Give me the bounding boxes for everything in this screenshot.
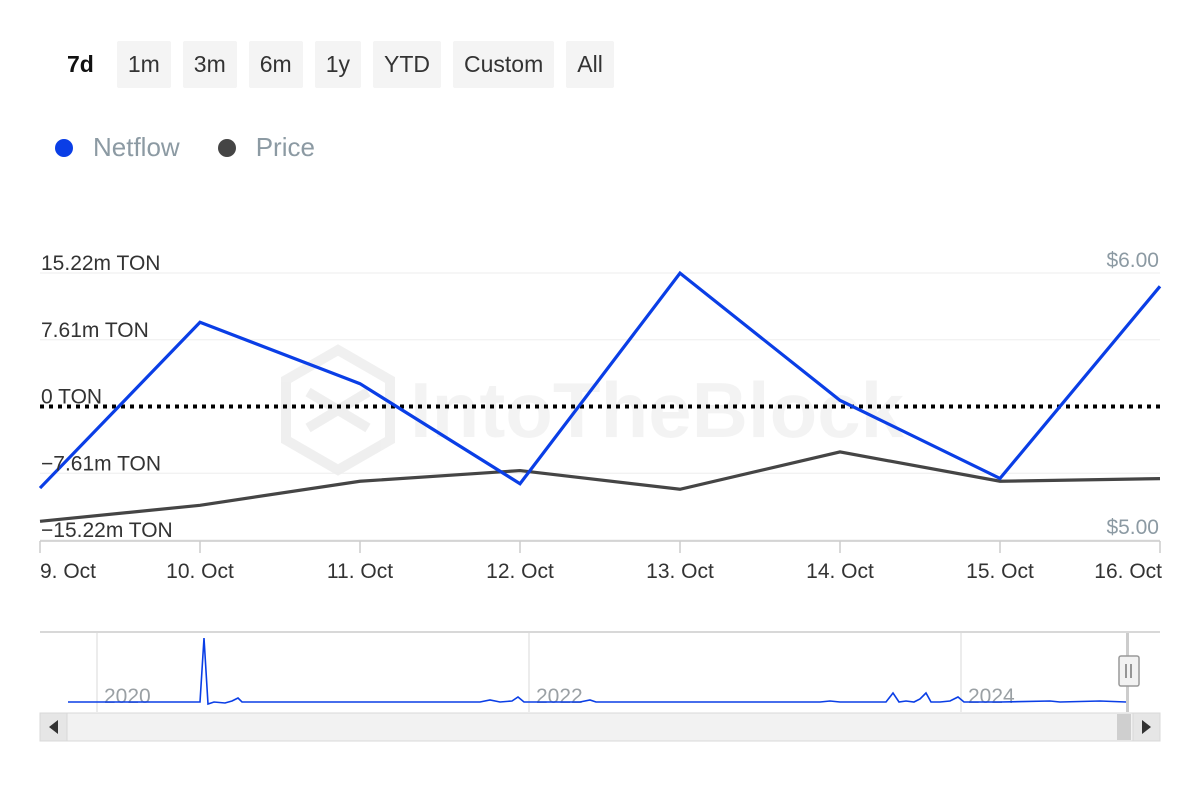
x-axis: 9. Oct 10. Oct 11. Oct 12. Oct 13. Oct 14. Oc… (39, 540, 1162, 583)
x-tick-label: 11. Oct (327, 560, 393, 583)
range-button-7d[interactable]: 7d (56, 41, 105, 88)
range-button-1y[interactable]: 1y (314, 41, 361, 88)
legend-label: Price (255, 132, 315, 162)
chart-legend: Netflow Price (55, 132, 353, 163)
legend-item-netflow[interactable]: Netflow (55, 132, 180, 163)
x-tick-label: 15. Oct (966, 560, 1034, 583)
y-right-tick-label: $5.00 (1106, 516, 1159, 539)
x-tick-label: 13. Oct (646, 560, 714, 583)
x-tick-label: 14. Oct (806, 560, 874, 583)
y-axes: 15.22m TON 7.61m TON 0 TON −7.61m TON −15.22… (41, 249, 1159, 542)
legend-item-price[interactable]: Price (217, 132, 315, 163)
navigator-year-label: 2022 (536, 685, 583, 708)
y-left-tick-label: 0 TON (41, 386, 102, 409)
legend-marker (217, 138, 236, 157)
scrollbar-thumb[interactable] (1117, 714, 1131, 740)
arrow-right-icon (1142, 720, 1151, 734)
scrollbar[interactable] (39, 712, 1161, 742)
range-button-6m[interactable]: 6m (248, 41, 303, 88)
series-line-price[interactable] (39, 450, 1161, 523)
arrow-left-icon (49, 720, 58, 734)
scroll-right-button[interactable] (1132, 712, 1161, 742)
range-button-3m[interactable]: 3m (182, 41, 237, 88)
navigator-sparkline (68, 637, 1127, 706)
series-line-netflow[interactable] (38, 270, 1162, 490)
legend-marker (55, 138, 73, 157)
legend-label: Netflow (93, 132, 180, 162)
y-left-tick-label: −7.61m TON (41, 452, 161, 475)
watermark-text: IntoTheBlock (410, 366, 905, 454)
x-tick-label: 16. Oct (1094, 560, 1162, 583)
series-layer (38, 270, 1162, 523)
y-right-tick-label: $6.00 (1106, 249, 1159, 272)
scroll-left-button[interactable] (39, 712, 68, 742)
x-tick-label: 10. Oct (166, 560, 234, 583)
y-left-tick-label: 7.61m TON (41, 319, 149, 342)
time-range-selector: 7d 1m 3m 6m 1y YTD Custom All (56, 41, 614, 88)
navigator[interactable]: 2020 2022 2024 (40, 631, 1160, 712)
range-button-all[interactable]: All (566, 41, 614, 88)
x-tick-label: 12. Oct (486, 560, 554, 583)
watermark: IntoTheBlock (281, 344, 905, 476)
navigator-year-label: 2020 (104, 685, 151, 708)
range-button-custom[interactable]: Custom (453, 41, 555, 88)
y-left-tick-label: −15.22m TON (41, 519, 173, 542)
range-button-1m[interactable]: 1m (116, 41, 171, 88)
range-button-ytd[interactable]: YTD (373, 41, 441, 88)
navigator-handle[interactable] (1118, 655, 1140, 687)
grid (40, 272, 1160, 541)
y-left-tick-label: 15.22m TON (41, 252, 160, 275)
x-tick-label: 9. Oct (40, 560, 96, 583)
navigator-year-label: 2024 (968, 685, 1015, 708)
